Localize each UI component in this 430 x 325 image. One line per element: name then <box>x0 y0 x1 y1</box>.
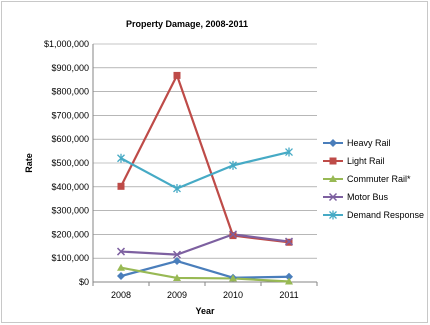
y-tick-label: $0 <box>79 277 89 287</box>
series-markers <box>116 71 294 285</box>
legend-entry: Heavy Rail <box>323 138 391 148</box>
series-line <box>120 150 290 190</box>
legend-entry: Demand Response <box>323 210 424 220</box>
y-tick-label: $300,000 <box>51 206 89 216</box>
data-point <box>173 71 181 79</box>
data-point <box>117 263 125 271</box>
legend-label: Commuter Rail* <box>347 174 411 184</box>
series-line <box>120 266 290 283</box>
data-point <box>285 147 293 157</box>
legend: Heavy Rail Light Rail Commuter Rail* Motor … <box>323 138 424 220</box>
data-point <box>117 153 125 163</box>
y-tick-label: $600,000 <box>51 134 89 144</box>
legend-marker <box>329 139 337 147</box>
y-axis-title: Rate <box>24 153 34 173</box>
x-tick-label: 2011 <box>279 290 298 300</box>
legend-entry: Light Rail <box>323 156 385 166</box>
legend-marker <box>329 210 337 220</box>
data-point <box>284 237 294 246</box>
data-point <box>173 273 181 281</box>
y-tick-label: $800,000 <box>51 87 89 97</box>
data-point <box>173 183 181 193</box>
data-point <box>228 230 238 239</box>
y-tick-label: $400,000 <box>51 182 89 192</box>
gridlines <box>92 43 318 286</box>
legend-marker <box>328 192 338 202</box>
data-point <box>117 272 125 281</box>
data-point <box>173 257 181 266</box>
data-point <box>229 232 237 240</box>
y-tick-label: $700,000 <box>51 110 89 120</box>
legend-entry: Commuter Rail* <box>323 174 411 184</box>
x-tick-label: 2008 <box>111 290 131 300</box>
legend-label: Motor Bus <box>347 192 389 202</box>
y-tick-labels: $0 $100,000 $200,000 $300,000 $400,000 $500,0… <box>44 39 89 287</box>
x-axis-title: Year <box>195 306 215 316</box>
x-tick-labels: 2008 2009 2010 2011 <box>111 290 299 300</box>
series-line <box>120 259 290 279</box>
y-tick-label: $200,000 <box>51 229 89 239</box>
legend-marker <box>329 175 337 182</box>
data-point <box>229 160 237 170</box>
x-tick-label: 2009 <box>167 290 187 300</box>
data-point <box>117 182 125 190</box>
y-tick-label: $500,000 <box>51 158 89 168</box>
series-line <box>120 233 290 256</box>
y-tick-label: $100,000 <box>51 253 89 263</box>
data-point <box>229 274 237 282</box>
x-tick-label: 2010 <box>223 290 243 300</box>
y-tick-label: $1,000,000 <box>44 39 89 49</box>
data-point <box>285 272 293 281</box>
legend-label: Light Rail <box>347 156 385 166</box>
data-point <box>116 247 126 256</box>
chart-title: Property Damage, 2008-2011 <box>126 19 248 29</box>
legend-label: Demand Response <box>347 210 424 220</box>
data-point <box>285 277 293 285</box>
legend-entry: Motor Bus <box>323 192 389 202</box>
legend-label: Heavy Rail <box>347 138 391 148</box>
series-lines <box>120 74 290 283</box>
data-point <box>172 250 182 259</box>
legend-marker <box>329 157 337 165</box>
y-tick-label: $900,000 <box>51 63 89 73</box>
